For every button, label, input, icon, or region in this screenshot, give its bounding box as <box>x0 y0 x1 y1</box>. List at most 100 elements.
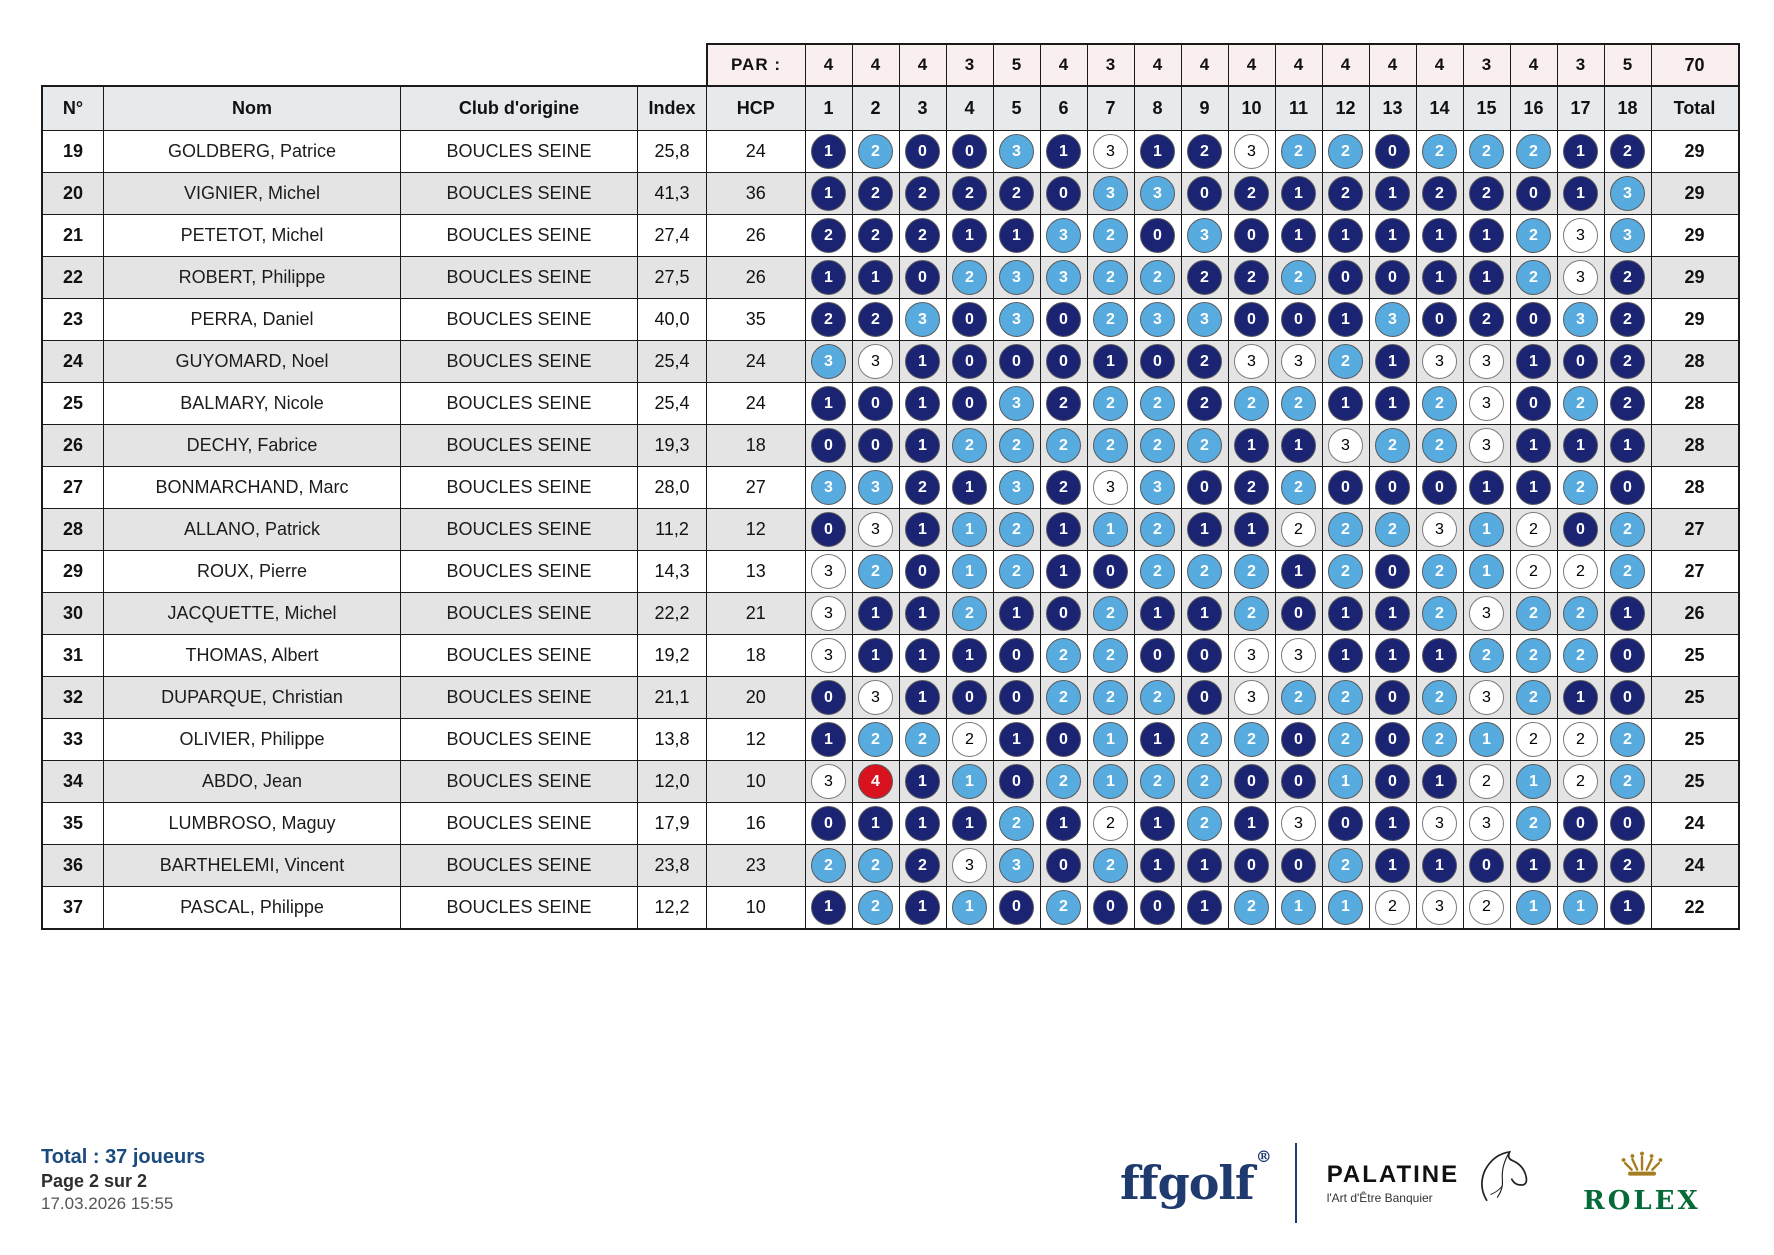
hole-score-cell: 1 <box>1556 886 1605 930</box>
hole-score-cell: 0 <box>851 424 900 467</box>
hole-score-circle: 1 <box>1469 512 1504 547</box>
hole-score-circle: 3 <box>1375 302 1410 337</box>
hole-score-cell: 1 <box>1462 214 1511 257</box>
hole-score-circle: 2 <box>1281 470 1316 505</box>
hole-score-cell: 1 <box>1368 382 1417 425</box>
hole-score-cell: 1 <box>1133 718 1182 761</box>
player-name: PERRA, Daniel <box>103 298 401 341</box>
registered-mark-icon: ® <box>1255 1147 1272 1167</box>
hole-score-circle: 2 <box>1422 134 1457 169</box>
player-name: ROUX, Pierre <box>103 550 401 593</box>
hole-score-cell: 2 <box>1462 760 1511 803</box>
hole-score-circle: 2 <box>1563 638 1598 673</box>
hole-score-cell: 0 <box>992 676 1041 719</box>
player-number: 30 <box>41 592 104 635</box>
table-row: 36 BARTHELEMI, Vincent BOUCLES SEINE 23,8 23… <box>41 844 1740 887</box>
hole-score-cell: 0 <box>1086 886 1135 930</box>
player-total: 28 <box>1650 466 1740 509</box>
hole-score-circle: 2 <box>1328 134 1363 169</box>
player-club: BOUCLES SEINE <box>400 592 638 635</box>
hole-score-circle: 0 <box>1187 470 1222 505</box>
hole-score-circle: 2 <box>1140 680 1175 715</box>
hole-score-cell: 0 <box>804 424 853 467</box>
hole-score-circle: 1 <box>1140 848 1175 883</box>
hole-score-cell: 2 <box>1556 466 1605 509</box>
hole-score-circle: 0 <box>1375 680 1410 715</box>
player-name: ABDO, Jean <box>103 760 401 803</box>
hole-score-cell: 0 <box>1180 466 1229 509</box>
table-row: 37 PASCAL, Philippe BOUCLES SEINE 12,2 10 1 2 1… <box>41 886 1740 930</box>
hole-score-circle: 0 <box>952 386 987 421</box>
hole-score-circle: 2 <box>1140 764 1175 799</box>
hole-score-cell: 0 <box>1603 466 1652 509</box>
hole-score-cell: 2 <box>851 718 900 761</box>
hole-score-cell: 2 <box>1039 466 1088 509</box>
hole-score-circle: 1 <box>1093 344 1128 379</box>
hole-score-cell: 2 <box>1039 676 1088 719</box>
hole-score-circle: 2 <box>952 596 987 631</box>
hole-score-circle: 2 <box>1187 344 1222 379</box>
hole-score-circle: 1 <box>1563 134 1598 169</box>
hole-score-circle: 3 <box>811 554 846 589</box>
table-row: 24 GUYOMARD, Noel BOUCLES SEINE 25,4 24 3 3 1 0 0… <box>41 340 1740 383</box>
hole-score-cell: 2 <box>851 172 900 215</box>
column-header-hole-7: 7 <box>1086 85 1135 131</box>
hole-score-circle: 2 <box>811 302 846 337</box>
hole-score-cell: 2 <box>1603 844 1652 887</box>
player-index: 19,3 <box>637 424 707 467</box>
palatine-wordmark: PALATINE <box>1326 1160 1460 1188</box>
hole-score-cell: 3 <box>1462 382 1511 425</box>
hole-score-circle: 2 <box>999 428 1034 463</box>
hole-score-circle: 0 <box>952 302 987 337</box>
hole-score-circle: 2 <box>1328 848 1363 883</box>
hole-score-circle: 1 <box>1328 889 1363 925</box>
column-header-hole-11: 11 <box>1274 85 1323 131</box>
hole-score-circle: 3 <box>999 134 1034 169</box>
hole-score-cell: 3 <box>1133 466 1182 509</box>
hole-score-cell: 1 <box>1180 886 1229 930</box>
hole-score-circle: 2 <box>1563 722 1598 757</box>
hole-score-circle: 1 <box>1328 764 1363 799</box>
hole-score-circle: 0 <box>1140 218 1175 253</box>
hole-score-cell: 3 <box>1603 172 1652 215</box>
hole-score-cell: 1 <box>1133 802 1182 845</box>
hole-score-circle: 3 <box>1469 806 1504 841</box>
hole-score-circle: 0 <box>1234 764 1269 799</box>
hole-score-cell: 1 <box>1509 760 1558 803</box>
hole-score-cell: 2 <box>1180 718 1229 761</box>
hole-score-cell: 1 <box>1509 466 1558 509</box>
player-total: 28 <box>1650 424 1740 467</box>
hole-score-cell: 3 <box>1462 340 1511 383</box>
hole-score-cell: 2 <box>1227 382 1276 425</box>
hole-score-circle: 2 <box>1328 554 1363 589</box>
hole-score-cell: 1 <box>898 634 947 677</box>
hole-score-cell: 2 <box>1415 718 1464 761</box>
player-club: BOUCLES SEINE <box>400 424 638 467</box>
hole-score-cell: 2 <box>1133 676 1182 719</box>
hole-score-cell: 2 <box>945 718 994 761</box>
hole-score-cell: 3 <box>1415 886 1464 930</box>
hole-score-cell: 3 <box>1086 130 1135 173</box>
par-value-hole-4: 3 <box>945 43 994 87</box>
hole-score-circle: 0 <box>999 889 1034 925</box>
player-index: 41,3 <box>637 172 707 215</box>
hole-score-circle: 0 <box>1375 764 1410 799</box>
hole-score-circle: 2 <box>1187 134 1222 169</box>
player-index: 12,2 <box>637 886 707 930</box>
hole-score-circle: 2 <box>858 889 893 925</box>
table-row: 28 ALLANO, Patrick BOUCLES SEINE 11,2 12 0 3 1 1… <box>41 508 1740 551</box>
hole-score-cell: 2 <box>1462 886 1511 930</box>
player-index: 28,0 <box>637 466 707 509</box>
hole-score-cell: 4 <box>851 760 900 803</box>
par-value-hole-11: 4 <box>1274 43 1323 87</box>
total-players-label: Total : 37 joueurs <box>41 1146 206 1168</box>
player-hcp: 10 <box>706 886 806 930</box>
player-total: 25 <box>1650 718 1740 761</box>
hole-score-cell: 2 <box>1368 508 1417 551</box>
par-value-hole-17: 3 <box>1556 43 1605 87</box>
hole-score-cell: 0 <box>1321 802 1370 845</box>
hole-score-cell: 2 <box>1415 592 1464 635</box>
column-header-hole-1: 1 <box>804 85 853 131</box>
hole-score-circle: 1 <box>905 806 940 841</box>
player-index: 21,1 <box>637 676 707 719</box>
